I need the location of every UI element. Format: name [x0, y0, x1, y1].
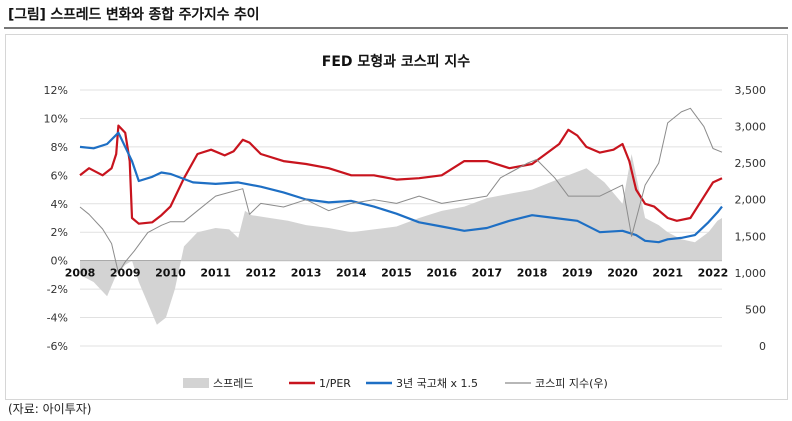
legend-label: 3년 국고채 x 1.5 [396, 377, 478, 390]
x-tick-label: 2018 [517, 267, 548, 280]
series-kospi-line [79, 107, 723, 274]
y-right-tick-label: 2,000 [735, 194, 767, 207]
x-tick-label: 2019 [562, 267, 593, 280]
x-tick-label: 2013 [291, 267, 322, 280]
chart-frame [5, 34, 788, 400]
y-right-tick-label: 2,500 [735, 157, 767, 170]
y-right-tick-label: 1,500 [735, 230, 767, 243]
x-tick-label: 2009 [110, 267, 141, 280]
y-right-tick-label: 3,000 [735, 121, 767, 134]
y-right-tick-label: 3,500 [735, 84, 767, 97]
legend-swatch-area [183, 378, 209, 388]
page-title: [그림] 스프레드 변화와 종합 주가지수 추이 [8, 7, 260, 23]
y-right-tick-label: 1,000 [735, 267, 767, 280]
x-tick-label: 2012 [246, 267, 277, 280]
x-tick-label: 2011 [200, 267, 231, 280]
x-tick-label: 2016 [426, 267, 457, 280]
y-left-tick-label: 12% [44, 84, 68, 97]
y-left-tick-label: 8% [51, 141, 68, 154]
y-left-tick-label: 0% [51, 255, 68, 268]
x-tick-label: 2015 [381, 267, 412, 280]
source-note: (자료: 아이투자) [8, 402, 92, 416]
y-right-tick-label: 0 [759, 340, 766, 353]
y-right-tick-label: 500 [745, 303, 766, 316]
series-spread-area [80, 154, 722, 325]
x-tick-label: 2008 [65, 267, 96, 280]
series-area-layer [80, 154, 722, 325]
title-divider [4, 27, 788, 29]
y-left-tick-label: -4% [47, 312, 68, 325]
x-tick-label: 2021 [652, 267, 683, 280]
x-tick-label: 2017 [472, 267, 503, 280]
x-tick-label: 2010 [155, 267, 186, 280]
series-line-layer [79, 107, 723, 274]
y-left-tick-label: -6% [47, 340, 68, 353]
y-left-tick-label: 10% [44, 112, 68, 125]
legend-label: 코스피 지수(우) [535, 377, 608, 390]
y-left-tick-label: 2% [51, 226, 68, 239]
legend-label: 1/PER [319, 377, 351, 390]
series-bond-line [79, 131, 723, 244]
y-left-tick-label: 6% [51, 169, 68, 182]
x-tick-label: 2014 [336, 267, 367, 280]
chart-title: FED 모형과 코스피 지수 [322, 53, 471, 70]
x-tick-label: 2022 [698, 267, 729, 280]
x-tick-label: 2020 [607, 267, 638, 280]
chart-legend: 스프레드 1/PER 3년 국고채 x 1.5 코스피 지수(우) [183, 377, 608, 390]
chart-axes: 12% 10% 8% 6% 4% 2% 0% -2% -4% -6% 3,500 3,000 2,500… [44, 84, 766, 353]
legend-label: 스프레드 [213, 377, 253, 390]
series-per-line [79, 124, 723, 225]
y-left-tick-label: 4% [51, 198, 68, 211]
y-left-tick-label: -2% [47, 283, 68, 296]
